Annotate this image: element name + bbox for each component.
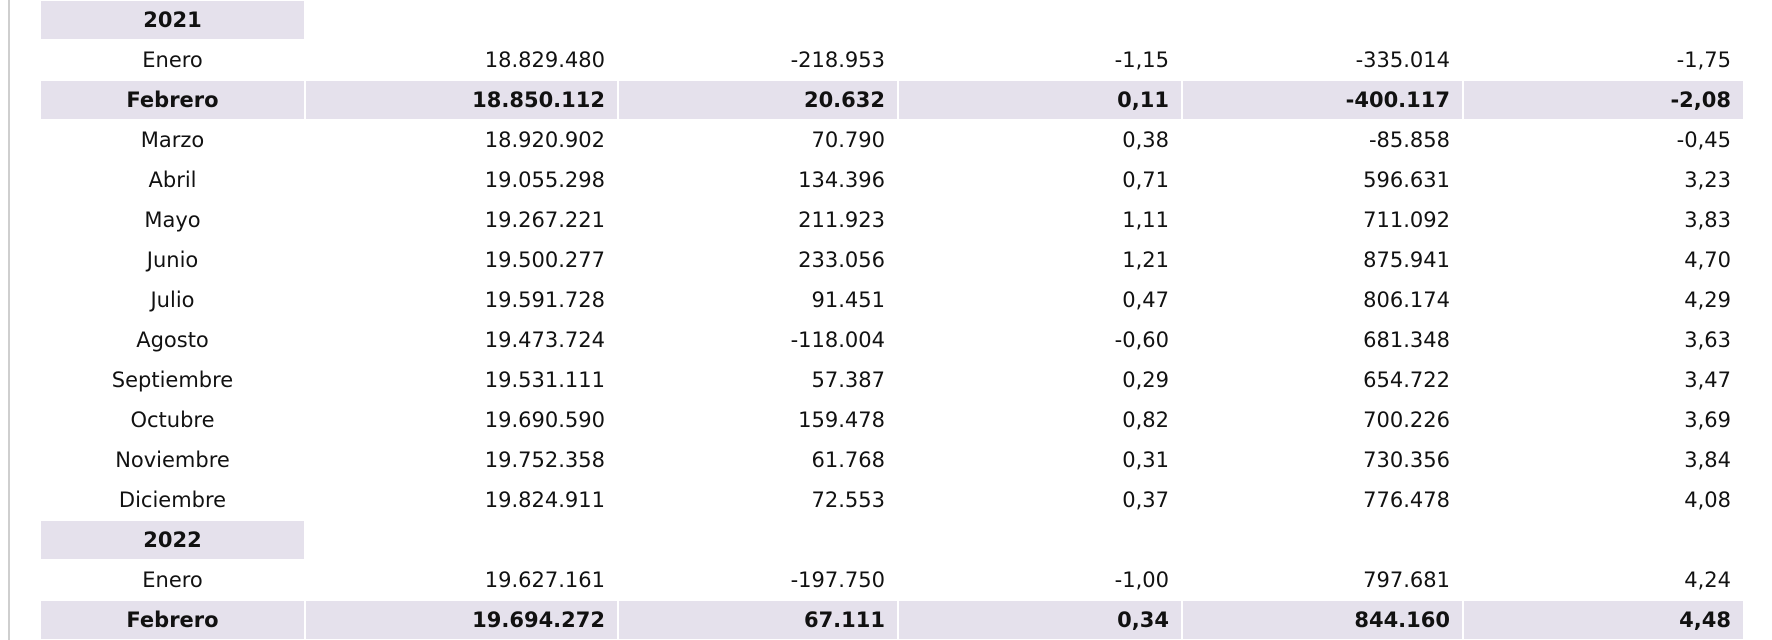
- year-header: 2021: [41, 1, 304, 39]
- value-cell: 19.694.272: [306, 601, 617, 639]
- month-label: Enero: [142, 568, 203, 592]
- value-cell: 3,23: [1684, 168, 1731, 192]
- value-cell: 1,21: [1122, 248, 1169, 272]
- month-label: Junio: [146, 248, 199, 272]
- value-cell: 4,29: [1684, 288, 1731, 312]
- value-cell: 0,38: [1122, 128, 1169, 152]
- value-cell: 233.056: [798, 248, 885, 272]
- month-label: Febrero: [41, 601, 304, 639]
- value-cell: -1,15: [1114, 48, 1169, 72]
- value-cell: 3,83: [1684, 208, 1731, 232]
- value-cell: 3,84: [1684, 448, 1731, 472]
- value-cell: 0,37: [1122, 488, 1169, 512]
- value-cell: 19.824.911: [484, 488, 605, 512]
- value-cell: 0,47: [1122, 288, 1169, 312]
- value-cell: 18.829.480: [484, 48, 605, 72]
- value-cell: 70.790: [811, 128, 885, 152]
- value-cell: -400.117: [1183, 81, 1462, 119]
- value-cell: 3,63: [1684, 328, 1731, 352]
- value-cell: -1,00: [1114, 568, 1169, 592]
- value-cell: 0,11: [899, 81, 1181, 119]
- value-cell: -85.858: [1368, 128, 1450, 152]
- value-cell: 0,82: [1122, 408, 1169, 432]
- value-cell: -2,08: [1464, 81, 1743, 119]
- value-cell: 19.627.161: [484, 568, 605, 592]
- month-label: Febrero: [41, 81, 304, 119]
- value-cell: 57.387: [811, 368, 885, 392]
- month-label: Octubre: [130, 408, 215, 432]
- month-label: Diciembre: [118, 488, 227, 512]
- value-cell: 19.690.590: [484, 408, 605, 432]
- month-label: Marzo: [140, 128, 205, 152]
- value-cell: 0,29: [1122, 368, 1169, 392]
- value-cell: -118.004: [790, 328, 885, 352]
- value-cell: 19.055.298: [484, 168, 605, 192]
- value-cell: 18.850.112: [306, 81, 617, 119]
- left-border: [8, 0, 10, 640]
- value-cell: 18.920.902: [484, 128, 605, 152]
- month-label: Agosto: [136, 328, 209, 352]
- value-cell: -0,60: [1114, 328, 1169, 352]
- value-cell: 159.478: [798, 408, 885, 432]
- value-cell: 797.681: [1363, 568, 1450, 592]
- year-header: 2022: [41, 521, 304, 559]
- value-cell: 681.348: [1363, 328, 1450, 352]
- value-cell: 700.226: [1363, 408, 1450, 432]
- value-cell: 4,48: [1464, 601, 1743, 639]
- value-cell: -197.750: [790, 568, 885, 592]
- value-cell: 19.267.221: [484, 208, 605, 232]
- value-cell: 19.473.724: [484, 328, 605, 352]
- value-cell: 211.923: [798, 208, 885, 232]
- month-label: Mayo: [144, 208, 201, 232]
- value-cell: 711.092: [1363, 208, 1450, 232]
- value-cell: -1,75: [1676, 48, 1731, 72]
- value-cell: 91.451: [811, 288, 885, 312]
- value-cell: 3,47: [1684, 368, 1731, 392]
- month-label: Noviembre: [115, 448, 230, 472]
- value-cell: 0,34: [899, 601, 1181, 639]
- month-label: Enero: [142, 48, 203, 72]
- value-cell: 806.174: [1363, 288, 1450, 312]
- value-cell: 19.591.728: [484, 288, 605, 312]
- value-cell: 776.478: [1363, 488, 1450, 512]
- value-cell: 72.553: [811, 488, 885, 512]
- value-cell: 1,11: [1122, 208, 1169, 232]
- value-cell: -0,45: [1676, 128, 1731, 152]
- month-label: Julio: [150, 288, 195, 312]
- value-cell: 4,08: [1684, 488, 1731, 512]
- value-cell: 596.631: [1363, 168, 1450, 192]
- value-cell: 19.500.277: [484, 248, 605, 272]
- value-cell: -335.014: [1355, 48, 1450, 72]
- value-cell: 730.356: [1363, 448, 1450, 472]
- value-cell: 134.396: [798, 168, 885, 192]
- value-cell: 67.111: [619, 601, 897, 639]
- value-cell: 3,69: [1684, 408, 1731, 432]
- value-cell: 19.531.111: [484, 368, 605, 392]
- value-cell: 875.941: [1363, 248, 1450, 272]
- value-cell: 844.160: [1183, 601, 1462, 639]
- value-cell: 654.722: [1363, 368, 1450, 392]
- value-cell: 19.752.358: [484, 448, 605, 472]
- value-cell: 0,71: [1122, 168, 1169, 192]
- value-cell: 20.632: [619, 81, 897, 119]
- value-cell: -218.953: [790, 48, 885, 72]
- month-label: Abril: [148, 168, 197, 192]
- value-cell: 0,31: [1122, 448, 1169, 472]
- value-cell: 61.768: [811, 448, 885, 472]
- value-cell: 4,24: [1684, 568, 1731, 592]
- month-label: Septiembre: [111, 368, 234, 392]
- value-cell: 4,70: [1684, 248, 1731, 272]
